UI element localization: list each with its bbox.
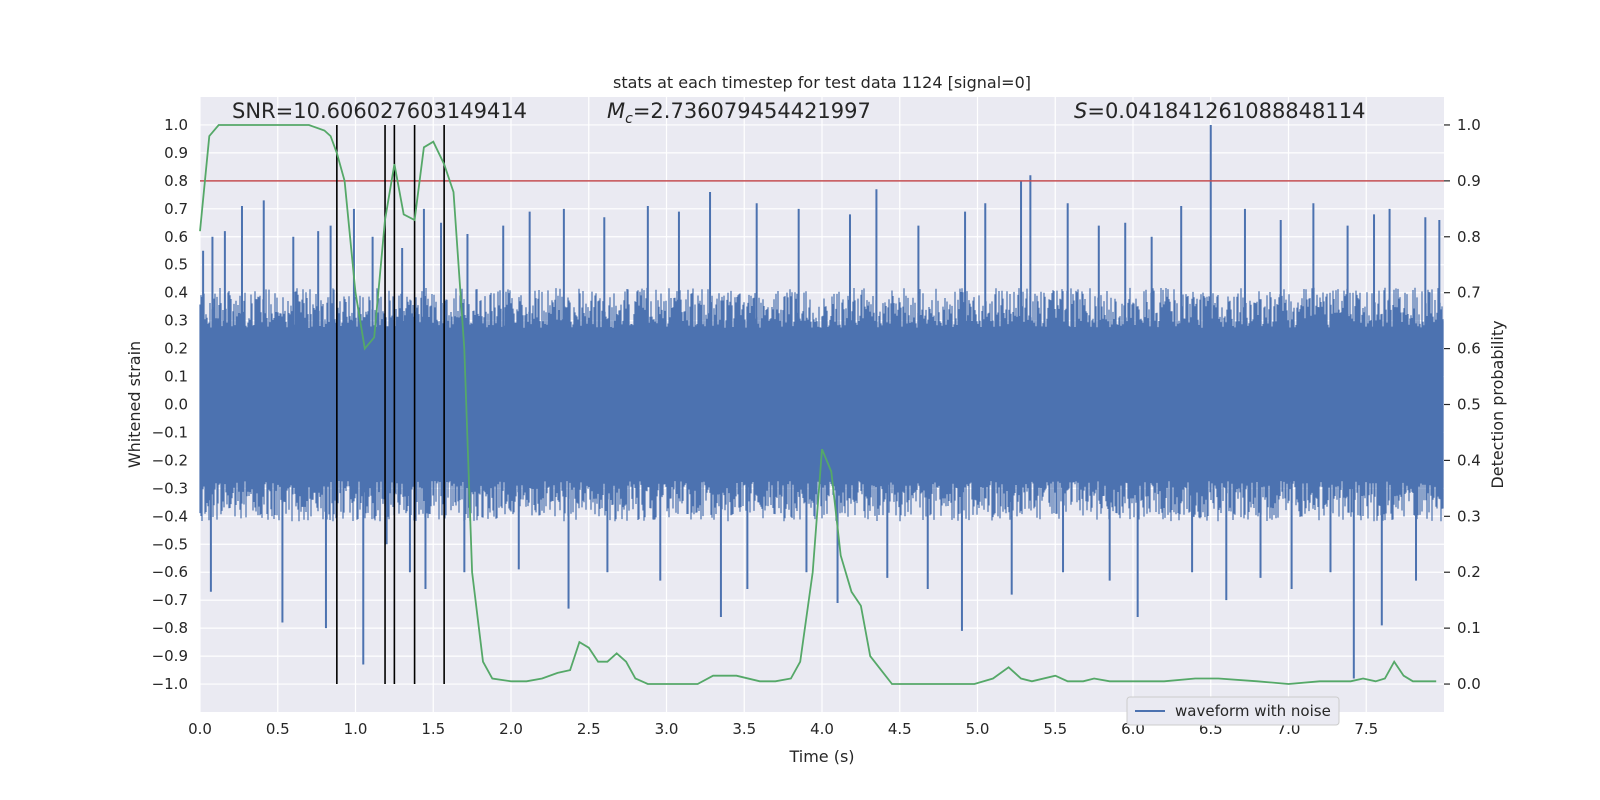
s-annotation: S=0.041841261088848114 — [1074, 99, 1365, 123]
y-tick-label: 0.8 — [164, 172, 188, 190]
x-tick-label: 0.5 — [266, 720, 290, 738]
probability-line — [199, 124, 1437, 685]
y-right-tick-label: 0.9 — [1457, 172, 1481, 190]
y-tick-label: −1.0 — [152, 675, 188, 693]
legend: waveform with noise — [1126, 696, 1340, 726]
y-tick-label: −0.3 — [152, 479, 188, 497]
legend-label: waveform with noise — [1175, 702, 1331, 720]
waveform-series — [199, 124, 1444, 679]
y-tick-label: −0.1 — [152, 423, 188, 441]
y-tick-label: −0.6 — [152, 563, 188, 581]
chart-title: stats at each timestep for test data 112… — [613, 73, 1031, 92]
s-symbol: S — [1074, 99, 1087, 123]
y-tick-label: 0.7 — [164, 200, 188, 218]
mc-value: =2.736079454421997 — [633, 99, 871, 123]
y-tick-label: 0.2 — [164, 340, 188, 358]
probability-series — [199, 124, 1437, 685]
waveform-noise-band — [199, 287, 1444, 522]
y-tick-label: 0.0 — [164, 396, 188, 414]
y-right-tick-label: 1.0 — [1457, 116, 1481, 134]
x-tick-label: 7.5 — [1354, 720, 1378, 738]
y-right-tick-label: 0.1 — [1457, 619, 1481, 637]
y-right-tick-label: 0.0 — [1457, 675, 1481, 693]
y-tick-label: 0.1 — [164, 368, 188, 386]
y-axis-label: Whitened strain — [125, 341, 144, 468]
y-tick-label: 0.9 — [164, 144, 188, 162]
y-tick-label: 0.4 — [164, 284, 188, 302]
mc-subscript: c — [625, 111, 633, 127]
x-tick-label: 5.5 — [1043, 720, 1067, 738]
y-right-tick-label: 0.7 — [1457, 284, 1481, 302]
x-tick-label: 3.5 — [732, 720, 756, 738]
y-right-axis-ticks: 1.0 0.9 0.8 0.7 0.6 0.5 0.4 0.3 0.2 0.1 0.0 — [1444, 116, 1481, 693]
y-tick-label: −0.4 — [152, 507, 188, 525]
legend-box — [1126, 696, 1340, 726]
y-right-tick-label: 0.3 — [1457, 507, 1481, 525]
y-tick-label: −0.2 — [152, 451, 188, 469]
x-axis-label: Time (s) — [788, 747, 854, 766]
y-tick-label: 0.6 — [164, 228, 188, 246]
snr-annotation: SNR=10.606027603149414 — [232, 99, 527, 123]
x-tick-label: 0.0 — [188, 720, 212, 738]
y-axis-ticks: 1.0 0.9 0.8 0.7 0.6 0.5 0.4 0.3 0.2 0.1 0.0 −0.1 −0.… — [152, 116, 188, 693]
y-right-tick-label: 0.5 — [1457, 396, 1481, 414]
y-right-tick-label: 0.6 — [1457, 340, 1481, 358]
annotations: SNR=10.606027603149414 Mc=2.736079454421… — [232, 99, 1365, 127]
y-tick-label: −0.9 — [152, 647, 188, 665]
y-tick-label: −0.5 — [152, 535, 188, 553]
mc-symbol: M — [607, 99, 625, 123]
x-tick-label: 5.0 — [966, 720, 990, 738]
y-tick-label: 0.3 — [164, 312, 188, 330]
x-tick-label: 4.5 — [888, 720, 912, 738]
mc-annotation: Mc=2.736079454421997 — [607, 99, 871, 127]
x-tick-label: 1.5 — [421, 720, 445, 738]
y-tick-label: −0.7 — [152, 591, 188, 609]
x-tick-label: 4.0 — [810, 720, 834, 738]
x-tick-label: 3.0 — [655, 720, 679, 738]
x-tick-label: 1.0 — [344, 720, 368, 738]
y-tick-label: −0.8 — [152, 619, 188, 637]
x-tick-label: 2.5 — [577, 720, 601, 738]
s-value: =0.041841261088848114 — [1087, 99, 1365, 123]
y-right-tick-label: 0.4 — [1457, 451, 1481, 469]
y-right-tick-label: 0.2 — [1457, 563, 1481, 581]
y-tick-label: 1.0 — [164, 116, 188, 134]
y-right-tick-label: 0.8 — [1457, 228, 1481, 246]
y-right-axis-label: Detection probability — [1488, 320, 1507, 488]
x-tick-label: 2.0 — [499, 720, 523, 738]
y-tick-label: 0.5 — [164, 256, 188, 274]
